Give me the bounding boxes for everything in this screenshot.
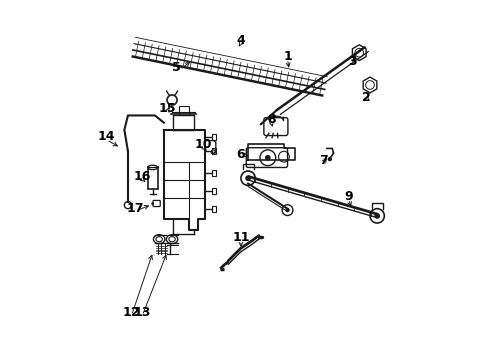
Circle shape bbox=[327, 157, 331, 161]
Circle shape bbox=[285, 208, 289, 212]
Circle shape bbox=[244, 175, 250, 181]
Bar bbox=[211, 188, 215, 194]
Text: 15: 15 bbox=[158, 102, 176, 115]
Circle shape bbox=[151, 202, 154, 205]
Circle shape bbox=[373, 213, 379, 219]
Text: 7: 7 bbox=[318, 154, 327, 167]
Text: 9: 9 bbox=[344, 190, 352, 203]
Bar bbox=[147, 167, 158, 189]
Bar bbox=[211, 206, 215, 212]
Circle shape bbox=[264, 155, 270, 161]
Bar bbox=[211, 170, 215, 176]
Ellipse shape bbox=[147, 165, 158, 170]
Text: 14: 14 bbox=[98, 130, 115, 144]
Circle shape bbox=[282, 205, 292, 216]
Text: 4: 4 bbox=[236, 33, 245, 47]
Text: 11: 11 bbox=[232, 231, 249, 244]
Text: 3: 3 bbox=[347, 55, 356, 68]
Text: 6: 6 bbox=[236, 148, 244, 161]
Bar bbox=[211, 134, 215, 140]
Circle shape bbox=[241, 171, 255, 185]
Text: 8: 8 bbox=[266, 113, 275, 126]
Text: 17: 17 bbox=[126, 202, 143, 215]
Bar bbox=[178, 107, 188, 116]
Text: 13: 13 bbox=[133, 306, 151, 319]
Text: 2: 2 bbox=[361, 91, 370, 104]
Text: 10: 10 bbox=[194, 138, 212, 150]
Text: 16: 16 bbox=[133, 170, 151, 183]
Circle shape bbox=[369, 209, 384, 223]
Text: 1: 1 bbox=[283, 50, 291, 63]
Text: 5: 5 bbox=[172, 60, 181, 73]
Text: 12: 12 bbox=[122, 306, 140, 319]
Bar bbox=[211, 148, 215, 154]
